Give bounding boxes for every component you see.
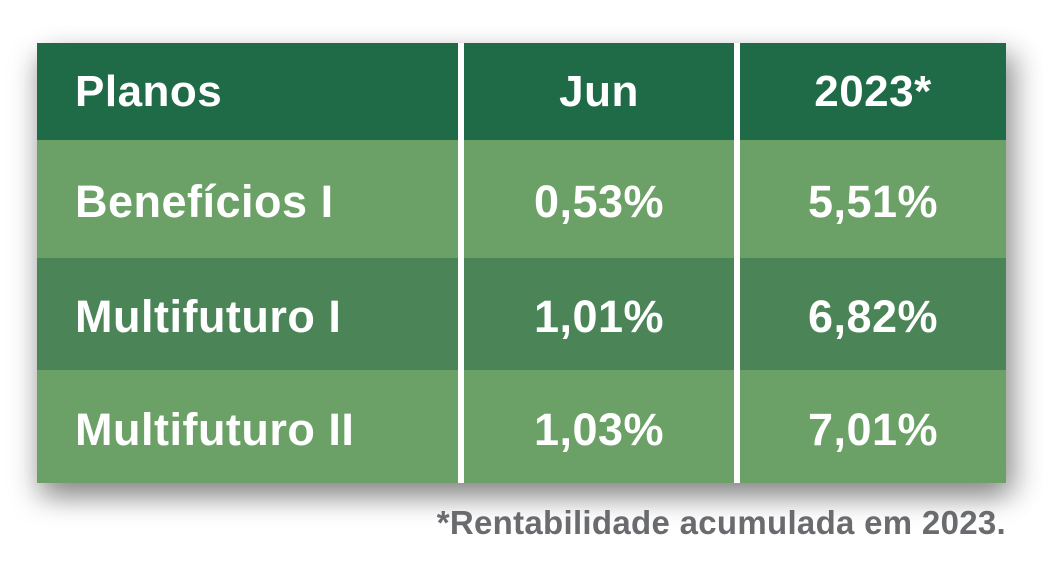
column-header-planos: Planos — [37, 43, 458, 140]
row-multifuturo-1-jun-value: 1,01% — [464, 258, 734, 370]
column-header-2023: 2023* — [740, 43, 1006, 140]
row-multifuturo-2-plan-name: Multifuturo II — [37, 370, 458, 483]
footnote: *Rentabilidade acumulada em 2023. — [436, 504, 1006, 541]
row-beneficios-1-jun-value: 0,53% — [464, 140, 734, 258]
row-multifuturo-1-2023-value: 6,82% — [740, 258, 1006, 370]
row-beneficios-1-plan-name: Benefícios I — [37, 140, 458, 258]
column-header-jun: Jun — [464, 43, 734, 140]
row-multifuturo-2-jun-value: 1,03% — [464, 370, 734, 483]
row-multifuturo-1-plan-name: Multifuturo I — [37, 258, 458, 370]
row-beneficios-1-2023-value: 5,51% — [740, 140, 1006, 258]
row-multifuturo-2-2023-value: 7,01% — [740, 370, 1006, 483]
plan-returns-table: Planos Jun 2023* Benefícios I 0,53% 5,51… — [37, 43, 1006, 483]
